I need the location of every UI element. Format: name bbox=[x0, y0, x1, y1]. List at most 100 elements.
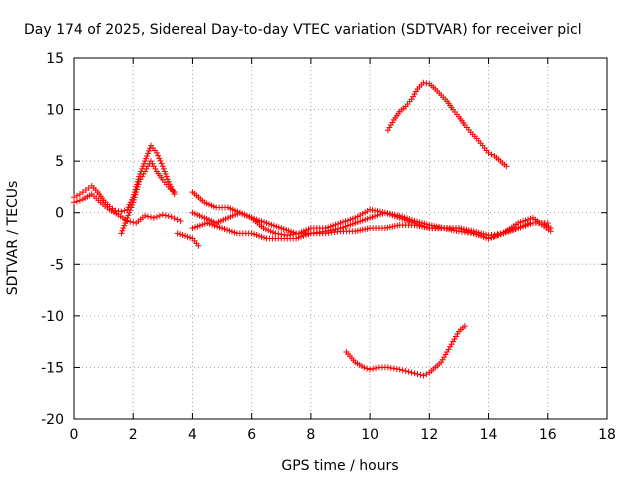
chart-title: Day 174 of 2025, Sidereal Day-to-day VTE… bbox=[24, 22, 582, 38]
data-point bbox=[132, 191, 139, 198]
data-point bbox=[451, 336, 458, 343]
data-point bbox=[444, 348, 451, 355]
data-point bbox=[163, 173, 170, 180]
data-point bbox=[131, 194, 138, 201]
data-point bbox=[142, 168, 149, 175]
y-tick-label: -5 bbox=[50, 257, 64, 273]
data-point bbox=[503, 163, 510, 170]
data-point bbox=[134, 183, 141, 190]
data-point bbox=[147, 158, 154, 165]
data-point bbox=[128, 204, 135, 211]
data-point bbox=[442, 351, 449, 358]
data-point bbox=[147, 214, 154, 221]
data-point bbox=[158, 160, 165, 167]
data-point bbox=[423, 80, 430, 87]
data-point bbox=[149, 160, 156, 167]
data-point bbox=[387, 122, 394, 129]
data-point bbox=[408, 96, 415, 103]
y-tick-label: -10 bbox=[41, 309, 64, 325]
data-point bbox=[414, 371, 421, 378]
data-point bbox=[384, 364, 391, 371]
x-tick-label: 10 bbox=[361, 427, 379, 443]
data-point bbox=[123, 217, 130, 224]
data-point bbox=[139, 173, 146, 180]
data-point bbox=[159, 163, 166, 170]
x-tick-label: 14 bbox=[480, 427, 498, 443]
data-point bbox=[157, 157, 164, 164]
data-point bbox=[143, 155, 150, 162]
data-point bbox=[195, 242, 202, 249]
y-tick-label: -20 bbox=[41, 412, 64, 428]
data-point bbox=[153, 213, 160, 220]
x-axis-label: GPS time / hours bbox=[281, 458, 398, 474]
data-point bbox=[124, 214, 131, 221]
x-tick-label: 16 bbox=[539, 427, 557, 443]
data-point bbox=[133, 186, 140, 193]
data-point bbox=[452, 333, 459, 340]
x-tick-label: 12 bbox=[420, 427, 438, 443]
data-point bbox=[143, 165, 150, 172]
data-point bbox=[150, 214, 157, 221]
data-point bbox=[177, 217, 184, 224]
data-point bbox=[118, 230, 125, 237]
data-point bbox=[119, 227, 126, 234]
data-point bbox=[121, 207, 128, 214]
data-point bbox=[171, 189, 178, 196]
data-point bbox=[71, 194, 77, 201]
data-point bbox=[441, 354, 448, 361]
data-point bbox=[164, 176, 171, 183]
data-point bbox=[162, 212, 169, 219]
data-point bbox=[142, 212, 149, 219]
plot-frame bbox=[73, 57, 608, 420]
x-tick-label: 8 bbox=[306, 427, 315, 443]
data-point bbox=[367, 366, 374, 373]
data-point bbox=[76, 197, 83, 204]
data-point bbox=[152, 165, 159, 172]
data-point bbox=[73, 198, 80, 205]
data-point bbox=[155, 152, 162, 159]
data-point bbox=[450, 338, 457, 345]
data-point bbox=[122, 220, 129, 227]
data-point bbox=[136, 178, 143, 185]
data-point bbox=[439, 356, 446, 363]
y-tick-label: 15 bbox=[46, 51, 64, 67]
x-tick-label: 4 bbox=[188, 427, 197, 443]
data-point bbox=[156, 212, 163, 219]
data-point bbox=[120, 225, 127, 232]
data-point bbox=[402, 368, 409, 375]
data-point bbox=[71, 199, 77, 206]
data-point bbox=[159, 211, 166, 218]
data-point bbox=[438, 359, 445, 366]
data-point bbox=[73, 192, 80, 199]
data-point bbox=[145, 150, 152, 157]
data-point bbox=[420, 372, 427, 379]
data-point bbox=[423, 371, 430, 378]
data-point bbox=[396, 366, 403, 373]
data-point bbox=[454, 330, 461, 337]
data-point bbox=[153, 149, 160, 156]
data-point bbox=[141, 160, 148, 167]
data-point bbox=[162, 171, 169, 178]
data-point bbox=[272, 230, 279, 237]
data-point bbox=[127, 207, 134, 214]
data-point bbox=[165, 213, 172, 220]
x-tick-label: 0 bbox=[70, 427, 79, 443]
data-point bbox=[130, 199, 137, 206]
data-point bbox=[544, 220, 551, 227]
data-point bbox=[411, 370, 418, 377]
data-point bbox=[135, 181, 142, 188]
y-tick-label: 10 bbox=[46, 103, 64, 119]
data-point bbox=[140, 171, 147, 178]
data-point bbox=[133, 189, 140, 196]
data-marks bbox=[71, 79, 554, 379]
data-point bbox=[413, 88, 420, 95]
y-tick-label: 5 bbox=[55, 154, 64, 170]
data-point bbox=[408, 369, 415, 376]
data-point bbox=[121, 222, 128, 229]
data-point bbox=[389, 119, 396, 126]
data-point bbox=[150, 163, 157, 170]
data-point bbox=[146, 147, 153, 154]
data-point bbox=[386, 124, 393, 131]
data-point bbox=[399, 367, 406, 374]
